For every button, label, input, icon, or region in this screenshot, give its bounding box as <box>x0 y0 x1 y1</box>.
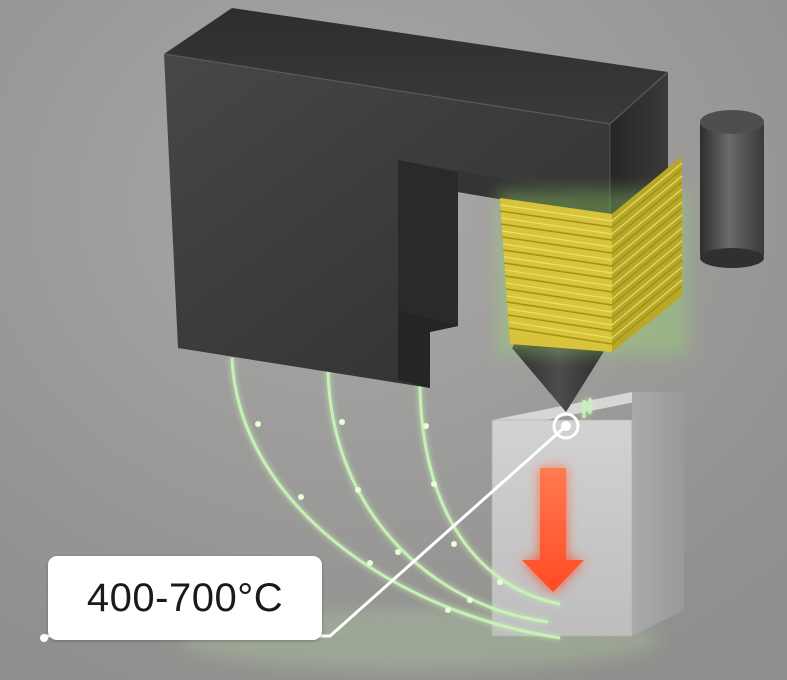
magnet-core <box>163 8 669 388</box>
field-line-outer <box>230 357 561 640</box>
field-line-markers <box>255 419 503 613</box>
field-line-tip <box>582 398 592 418</box>
arrow-down-icon <box>522 468 584 592</box>
target-ring-icon <box>552 412 580 440</box>
temperature-callout: 400-700°C <box>48 556 322 640</box>
cylinder-rod <box>700 110 764 268</box>
magnetic-field-lines <box>230 357 592 640</box>
field-line-inner <box>418 371 561 606</box>
induction-coil <box>498 156 688 355</box>
workpiece-block <box>491 392 684 637</box>
field-line-middle <box>326 367 549 624</box>
